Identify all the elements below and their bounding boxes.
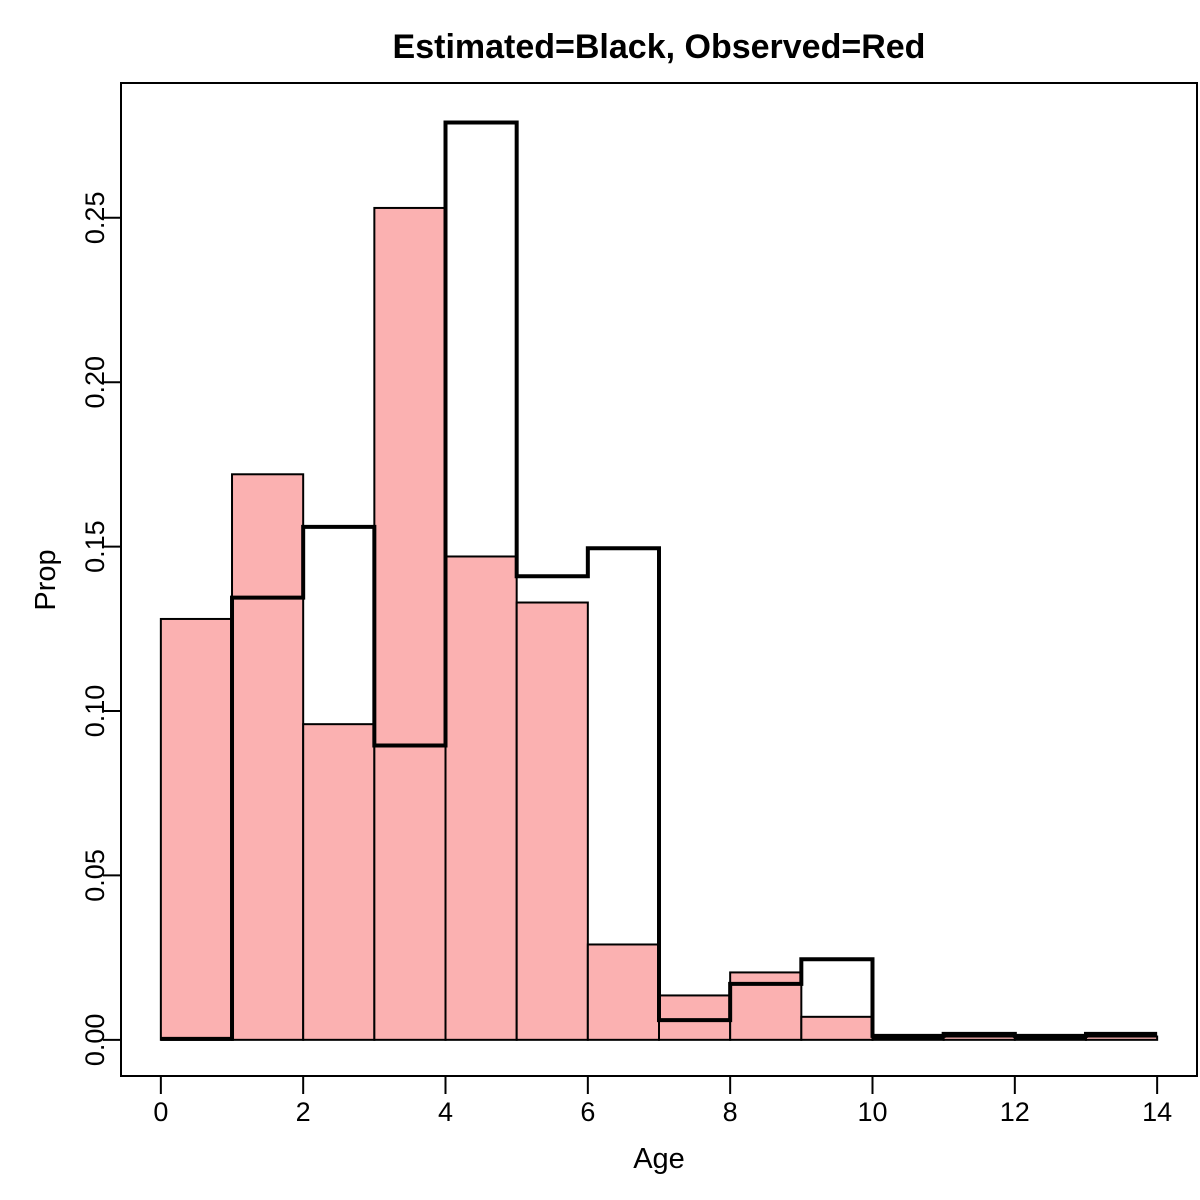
observed-bar-age-13: [1084, 1035, 1159, 1041]
x-tick-label: 14: [1142, 1097, 1172, 1127]
observed-bar-age-6: [586, 943, 661, 1041]
observed-bar-age-5: [515, 601, 589, 1041]
x-axis-label: Age: [633, 1143, 685, 1175]
y-tick-label: 0.00: [80, 1014, 110, 1067]
x-axis: 0 2 4 6 8 10 12 14: [153, 1075, 1172, 1127]
observed-bar-age-2: [302, 723, 376, 1041]
observed-bar-age-3: [373, 206, 447, 1041]
x-tick-label: 6: [580, 1097, 595, 1127]
x-tick-label: 2: [296, 1097, 311, 1127]
y-axis: 0.00 0.05 0.10 0.15 0.20 0.25: [80, 192, 122, 1067]
x-tick-label: 8: [723, 1097, 738, 1127]
estimated-step-path: [160, 120, 1158, 1041]
estimated-step-line: [160, 120, 1158, 1041]
x-tick-label: 0: [153, 1097, 168, 1127]
y-tick-label: 0.10: [80, 685, 110, 738]
observed-bar-age-9: [800, 1015, 874, 1041]
y-tick-label: 0.20: [80, 356, 110, 409]
x-tick-label: 4: [438, 1097, 453, 1127]
observed-bar-age-10: [871, 1037, 945, 1041]
x-tick-label: 10: [857, 1097, 887, 1127]
observed-bar-age-7: [658, 994, 732, 1041]
observed-bar-age-4: [444, 555, 518, 1041]
y-tick-label: 0.15: [80, 520, 110, 573]
observed-bar-age-0: [159, 617, 234, 1041]
chart-title: Estimated=Black, Observed=Red: [393, 28, 926, 66]
observed-bar-age-12: [1013, 1037, 1087, 1041]
x-tick-label: 12: [1000, 1097, 1030, 1127]
observed-bar-age-11: [942, 1035, 1016, 1041]
y-tick-label: 0.25: [80, 192, 110, 245]
y-tick-label: 0.05: [80, 849, 110, 902]
y-axis-label: Prop: [30, 549, 62, 610]
observed-bars: [159, 206, 1159, 1041]
observed-bar-age-1: [231, 473, 305, 1041]
